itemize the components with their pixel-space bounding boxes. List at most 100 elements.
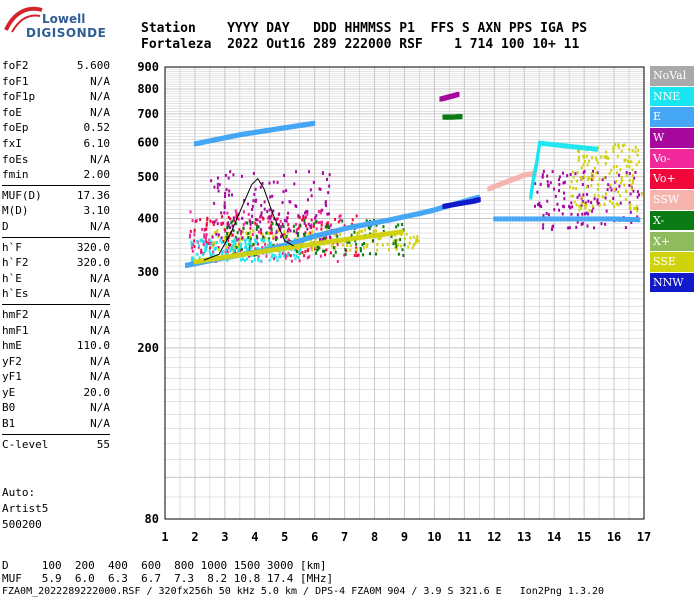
trace-point — [523, 216, 527, 222]
echo-point — [310, 223, 313, 227]
echo-point — [578, 204, 581, 208]
plot-frame — [164, 66, 645, 520]
echo-point — [232, 240, 235, 244]
echo-point — [586, 178, 589, 182]
echo-point — [584, 201, 587, 205]
echo-point — [324, 225, 327, 229]
echo-point — [306, 212, 309, 216]
param-row: hmE 110.0 — [2, 338, 110, 354]
echo-point — [231, 193, 234, 197]
param-name: yF1 — [2, 370, 22, 384]
echo-point — [341, 219, 344, 223]
echo-point — [571, 194, 574, 198]
echo-point — [225, 239, 228, 243]
echo-point — [266, 210, 269, 214]
echo-point — [278, 252, 281, 256]
echo-point — [237, 237, 240, 241]
trace-point — [607, 216, 611, 222]
echo-point — [586, 163, 589, 167]
echo-point — [235, 238, 238, 242]
echo-point — [217, 246, 220, 250]
trace-point — [367, 233, 371, 239]
echo-point — [628, 172, 631, 176]
echo-point — [210, 242, 213, 246]
echo-point — [315, 214, 318, 218]
echo-point — [298, 224, 301, 228]
echo-point — [231, 239, 234, 243]
param-value: 3.10 — [83, 204, 111, 218]
trace-point — [307, 242, 311, 248]
echo-point — [267, 237, 270, 241]
echo-point — [317, 247, 320, 251]
echo-point — [328, 173, 331, 177]
echo-point — [253, 193, 256, 197]
echo-point — [237, 244, 240, 248]
echo-point — [346, 240, 349, 244]
echo-point — [303, 221, 306, 225]
trace-point — [382, 231, 386, 237]
echo-point — [212, 250, 215, 254]
echo-point — [558, 183, 561, 187]
echo-point — [211, 220, 214, 224]
echo-point — [191, 219, 194, 223]
x-tick-label: 4 — [251, 530, 258, 544]
echo-point — [577, 155, 580, 159]
echo-point — [269, 231, 272, 235]
echo-point — [634, 170, 637, 174]
trace-point — [541, 216, 545, 222]
trace-point — [520, 216, 524, 222]
echo-point — [249, 230, 252, 234]
echo-point — [626, 164, 629, 168]
echo-point — [245, 245, 248, 249]
echo-point — [561, 171, 564, 175]
echo-point — [240, 237, 243, 241]
echo-point — [221, 215, 224, 219]
echo-point — [205, 244, 208, 248]
echo-point — [349, 248, 352, 252]
trace-point — [238, 252, 242, 258]
echo-point — [224, 173, 227, 177]
echo-point — [630, 183, 633, 187]
trace-point — [544, 141, 548, 147]
legend-item: Vo+ — [650, 169, 694, 189]
echo-point — [280, 235, 283, 239]
echo-point — [576, 213, 579, 217]
echo-point — [234, 242, 237, 246]
echo-point — [235, 214, 238, 218]
echo-point — [635, 205, 638, 209]
param-row: yF1 N/A — [2, 369, 110, 385]
echo-point — [355, 248, 358, 252]
echo-point — [542, 226, 545, 230]
param-row: B0 N/A — [2, 400, 110, 416]
param-name: fxI — [2, 136, 22, 150]
echo-point — [612, 165, 615, 169]
trace-point — [493, 216, 497, 222]
echo-point — [369, 252, 372, 256]
echo-point — [262, 235, 265, 239]
trace-point — [385, 231, 389, 237]
echo-point — [268, 258, 271, 262]
echo-point — [304, 216, 307, 220]
echo-point — [339, 214, 342, 218]
echo-point — [365, 245, 368, 249]
trace-point — [499, 216, 503, 222]
echo-point — [636, 153, 639, 157]
echo-point — [223, 201, 226, 205]
trace-point — [373, 233, 377, 239]
echo-point — [219, 239, 222, 243]
echo-point — [268, 216, 271, 220]
echo-point — [624, 226, 627, 230]
param-row: foF2 5.600 — [2, 58, 110, 74]
echo-point — [275, 236, 278, 240]
echo-point — [379, 236, 382, 240]
echo-point — [213, 220, 216, 224]
echo-point — [251, 214, 254, 218]
trace-point — [550, 141, 554, 147]
echo-point — [326, 222, 329, 226]
echo-point — [237, 249, 240, 253]
echo-point — [306, 210, 309, 214]
echo-point — [247, 235, 250, 239]
echo-point — [228, 193, 231, 197]
echo-point — [287, 227, 290, 231]
echo-point — [213, 185, 216, 189]
